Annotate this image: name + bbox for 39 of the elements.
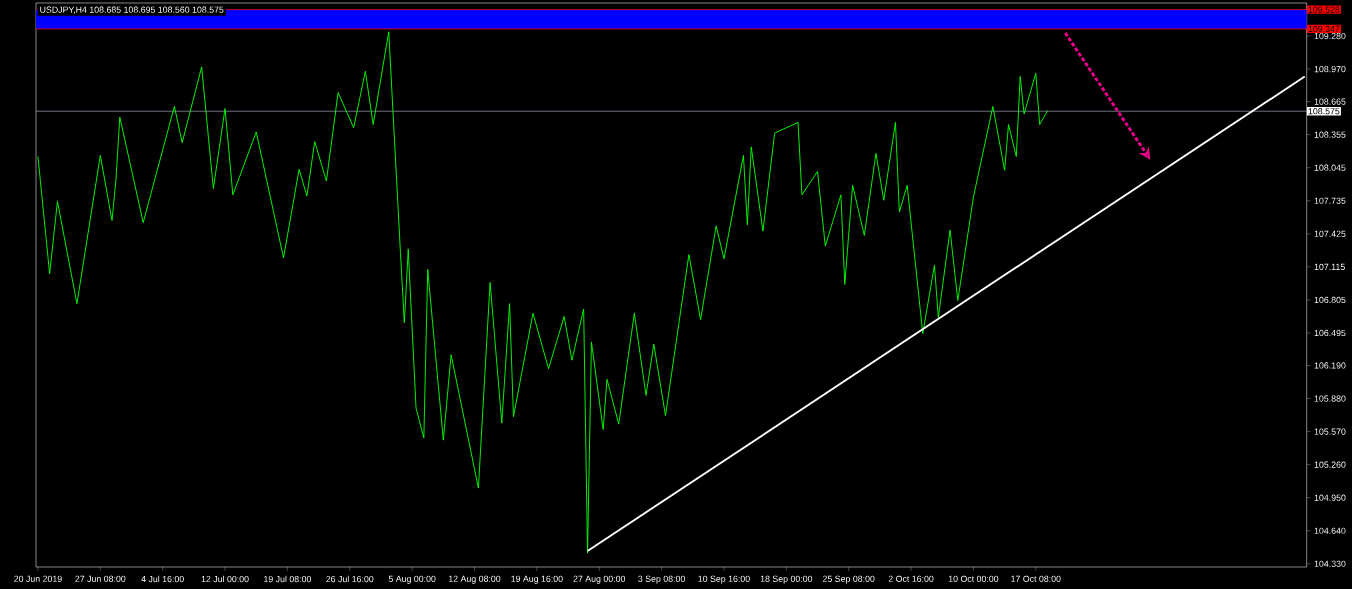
y-tick-label: 104.330 (1314, 560, 1346, 567)
y-tick-label: 104.950 (1314, 494, 1346, 501)
x-tick-label: 17 Oct 08:00 (1011, 575, 1061, 582)
y-tick-label: 107.735 (1314, 197, 1346, 204)
x-tick-label: 5 Aug 00:00 (388, 575, 436, 584)
x-tick-label: 26 Jul 16:00 (326, 575, 374, 583)
x-tick-label: 2 Oct 16:00 (888, 575, 934, 582)
y-tick-label: 108.045 (1314, 164, 1346, 171)
y-tick-label: 105.570 (1314, 428, 1346, 435)
chart-title: USDJPY,H4 108.685 108.695 108.560 108.575 (40, 6, 224, 14)
y-tick-label: 109.280 (1314, 32, 1346, 40)
ref-line-label: 109.347 (1308, 25, 1340, 33)
x-tick-label: 4 Jul 16:00 (141, 575, 184, 583)
x-tick-label: 10 Oct 00:00 (948, 575, 999, 582)
ref-line-label: 109.528 (1308, 6, 1340, 13)
y-tick-label: 107.115 (1314, 263, 1345, 270)
y-tick-label: 105.880 (1314, 395, 1346, 402)
x-tick-label: 3 Sep 08:00 (638, 575, 685, 584)
y-tick-label: 106.805 (1314, 296, 1346, 304)
x-tick-label: 19 Aug 16:00 (511, 575, 563, 584)
x-tick-label: 12 Aug 08:00 (448, 575, 501, 584)
x-tick-label: 25 Sep 08:00 (822, 575, 875, 584)
y-tick-label: 108.355 (1314, 131, 1346, 138)
y-tick-label: 106.190 (1314, 362, 1346, 369)
x-tick-label: 27 Aug 00:00 (573, 575, 626, 584)
line-series (37, 31, 1048, 554)
ref-line-label: 108.575 (1308, 108, 1340, 115)
y-tick-label: 108.970 (1314, 65, 1346, 73)
x-tick-label: 19 Jul 08:00 (264, 575, 312, 583)
x-tick-label: 20 Jun 2019 (14, 575, 62, 582)
y-tick-label: 107.425 (1314, 230, 1346, 237)
y-tick-label: 108.665 (1314, 98, 1346, 105)
x-tick-label: 10 Sep 16:00 (698, 575, 750, 584)
y-tick-label: 106.495 (1314, 329, 1346, 337)
x-tick-label: 18 Sep 00:00 (760, 575, 813, 584)
y-tick-label: 105.260 (1314, 461, 1346, 468)
y-tick-label: 104.640 (1314, 527, 1346, 534)
x-tick-label: 27 Jun 08:00 (75, 575, 126, 582)
x-tick-label: 12 Jul 00:00 (201, 575, 249, 583)
